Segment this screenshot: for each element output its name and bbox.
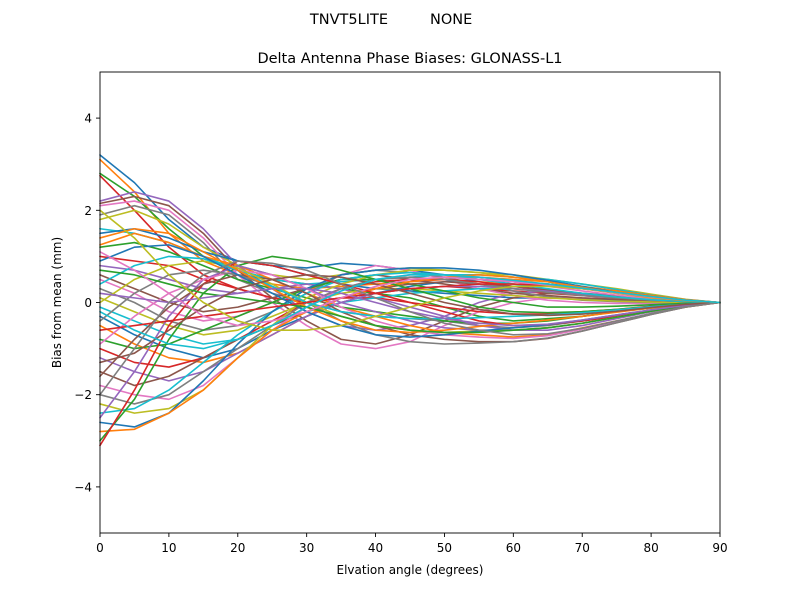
x-tick-label: 30	[299, 541, 314, 555]
x-tick-label: 90	[712, 541, 727, 555]
x-tick-label: 80	[643, 541, 658, 555]
series-line-46	[99, 274, 721, 364]
x-tick-label: 0	[96, 541, 104, 555]
series-layer	[99, 154, 721, 447]
y-tick-label: −4	[74, 480, 92, 494]
series-line-28	[99, 276, 721, 405]
y-axis-label: Bias from mean (mm)	[50, 237, 64, 368]
suptitle-left: TNVT5LITE	[309, 12, 388, 28]
series-line-42	[99, 227, 721, 334]
x-tick-label: 70	[575, 541, 590, 555]
series-line-38	[99, 269, 721, 345]
series-line-43	[99, 269, 721, 334]
y-tick-label: 0	[84, 296, 92, 310]
x-tick-label: 50	[437, 541, 452, 555]
x-tick-label: 20	[230, 541, 245, 555]
x-tick-label: 40	[368, 541, 383, 555]
series-line-50	[99, 274, 721, 350]
chart-title: Delta Antenna Phase Biases: GLONASS-L1	[257, 51, 562, 67]
y-tick-label: −2	[74, 388, 92, 402]
y-tick-label: 4	[84, 112, 92, 126]
plot-area	[99, 154, 721, 447]
x-axis-ticks: 0 10 20 30 40 50 60 70 80 90	[96, 533, 728, 555]
series-line-40	[99, 255, 721, 320]
x-tick-label: 60	[506, 541, 521, 555]
suptitle-right: NONE	[430, 12, 472, 28]
series-line-48	[99, 260, 721, 396]
y-axis-ticks: −4 −2 0 2 4	[74, 112, 100, 494]
x-axis-label: Elvation angle (degrees)	[337, 563, 484, 577]
x-tick-label: 10	[161, 541, 176, 555]
y-tick-label: 2	[84, 204, 92, 218]
series-line-30	[99, 271, 721, 414]
